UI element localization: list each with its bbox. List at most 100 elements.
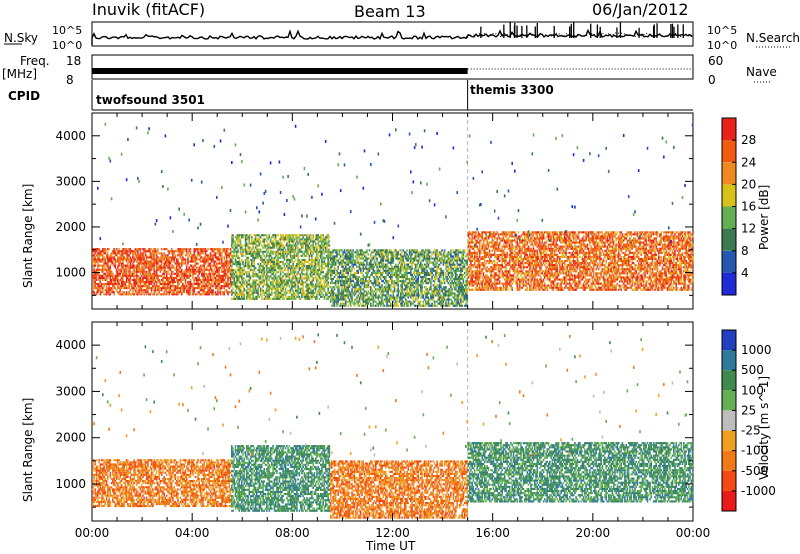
heatmap-cell <box>354 284 357 287</box>
heatmap-cell <box>375 292 377 295</box>
heatmap-cell <box>203 256 205 259</box>
heatmap-cell <box>152 293 154 296</box>
heatmap-cell <box>236 295 238 298</box>
heatmap-cell <box>302 252 304 255</box>
heatmap-cell <box>221 254 223 257</box>
heatmap-cell <box>145 256 148 259</box>
heatmap-cell <box>316 234 318 237</box>
heatmap-cell <box>359 290 362 293</box>
heatmap-cell <box>190 178 193 182</box>
heatmap-cell <box>143 248 145 251</box>
heatmap-cell <box>398 296 401 299</box>
heatmap-cell <box>342 296 344 299</box>
heatmap-cell <box>133 287 135 290</box>
heatmap-cell <box>307 283 309 286</box>
heatmap-cell <box>318 291 321 294</box>
heatmap-cell <box>293 197 296 201</box>
heatmap-cell <box>342 257 344 260</box>
heatmap-cell <box>400 276 402 279</box>
heatmap-cell <box>405 288 407 291</box>
heatmap-cell <box>228 260 231 263</box>
heatmap-cell <box>375 251 377 254</box>
heatmap-cell <box>198 254 200 257</box>
heatmap-cell <box>344 278 347 281</box>
heatmap-cell <box>185 291 188 294</box>
heatmap-cell <box>281 281 283 284</box>
heatmap-cell <box>292 242 294 245</box>
heatmap-cell <box>296 240 298 243</box>
heatmap-cell <box>390 273 392 276</box>
heatmap-cell <box>293 283 296 286</box>
heatmap-cell <box>168 268 170 271</box>
heatmap-cell <box>195 287 198 290</box>
heatmap-cell <box>321 246 323 249</box>
heatmap-cell <box>193 291 195 294</box>
heatmap-cell <box>253 258 256 261</box>
heatmap-cell <box>168 252 170 255</box>
heatmap-cell <box>324 277 327 280</box>
heatmap-cell <box>301 265 303 268</box>
heatmap-cell <box>107 289 109 292</box>
heatmap-cell <box>163 266 165 269</box>
heatmap-cell <box>321 287 323 290</box>
heatmap-cell <box>331 253 333 256</box>
heatmap-cell <box>415 265 417 268</box>
heatmap-cell <box>312 291 314 294</box>
heatmap-cell <box>339 249 342 252</box>
heatmap-cell <box>252 291 254 294</box>
heatmap-cell <box>254 295 257 298</box>
heatmap-cell <box>359 249 362 252</box>
heatmap-cell <box>238 263 241 266</box>
heatmap-cell <box>107 256 109 259</box>
heatmap-cell <box>219 274 222 277</box>
heatmap-cell <box>321 192 323 196</box>
heatmap-cell <box>231 277 233 280</box>
heatmap-cell <box>299 263 302 266</box>
heatmap-cell <box>301 263 303 266</box>
heatmap-cell <box>118 287 120 290</box>
heatmap-cell <box>231 236 233 239</box>
heatmap-cell <box>308 277 311 280</box>
heatmap-cell <box>143 258 145 261</box>
heatmap-cell <box>241 271 243 274</box>
heatmap-cell <box>408 288 411 291</box>
heatmap-cell <box>177 287 179 290</box>
heatmap-cell <box>401 257 403 260</box>
heatmap-cell <box>373 259 376 262</box>
heatmap-cell <box>271 269 273 272</box>
heatmap-cell <box>238 244 241 247</box>
heatmap-cell <box>377 263 380 266</box>
heatmap-cell <box>125 250 128 253</box>
heatmap-cell <box>178 268 180 271</box>
heatmap-cell <box>239 260 242 263</box>
heatmap-cell <box>417 286 420 289</box>
heatmap-cell <box>391 253 393 256</box>
heatmap-cell <box>293 234 296 237</box>
heatmap-cell <box>137 291 139 294</box>
heatmap-cell <box>194 268 197 271</box>
heatmap-cell <box>256 289 258 292</box>
heatmap-cell <box>157 256 159 259</box>
heatmap-cell <box>162 278 164 281</box>
heatmap-cell <box>316 256 318 259</box>
heatmap-cell <box>332 278 334 281</box>
heatmap-cell <box>182 283 184 286</box>
heatmap-cell <box>408 271 411 274</box>
heatmap-cell <box>158 289 160 292</box>
heatmap-cell <box>299 225 302 229</box>
heatmap-cell <box>193 248 195 251</box>
heatmap-cell <box>128 274 130 277</box>
heatmap-cell <box>312 279 314 282</box>
heatmap-cell <box>138 281 140 284</box>
heatmap-cell <box>297 273 299 276</box>
heatmap-cell <box>149 268 152 271</box>
heatmap-cell <box>363 276 366 279</box>
heatmap-cell <box>336 253 338 256</box>
heatmap-cell <box>164 260 167 263</box>
heatmap-cell <box>267 297 269 300</box>
heatmap-cell <box>189 272 192 275</box>
heatmap-cell <box>377 280 380 283</box>
heatmap-cell <box>138 268 140 271</box>
heatmap-cell <box>125 285 128 288</box>
heatmap-cell <box>405 269 407 272</box>
